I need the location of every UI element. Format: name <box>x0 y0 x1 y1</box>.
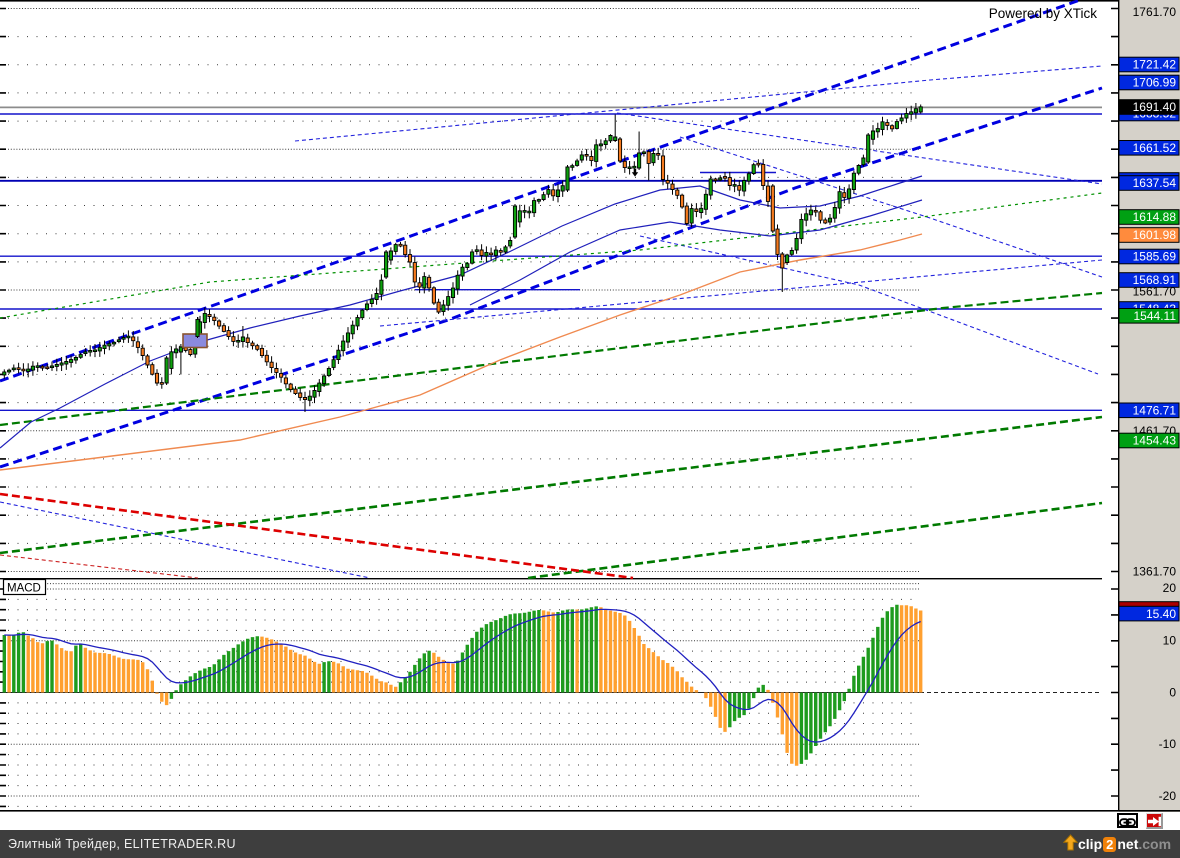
svg-text:20: 20 <box>1163 581 1177 595</box>
svg-text:1585.69: 1585.69 <box>1133 250 1177 264</box>
svg-text:1706.99: 1706.99 <box>1133 76 1177 90</box>
svg-text:1361.70: 1361.70 <box>1133 565 1177 579</box>
svg-text:1661.52: 1661.52 <box>1133 141 1177 155</box>
svg-text:1761.70: 1761.70 <box>1133 5 1177 19</box>
svg-text:1476.71: 1476.71 <box>1133 404 1177 418</box>
svg-text:1561.70: 1561.70 <box>1133 285 1177 299</box>
svg-text:1721.42: 1721.42 <box>1133 58 1177 72</box>
svg-text:10: 10 <box>1163 633 1177 647</box>
svg-text:15.40: 15.40 <box>1146 607 1176 621</box>
svg-text:0: 0 <box>1169 686 1176 700</box>
svg-text:-10: -10 <box>1159 737 1177 751</box>
svg-text:MACD: MACD <box>7 583 41 595</box>
svg-text:1568.91: 1568.91 <box>1133 273 1177 287</box>
svg-text:1691.40: 1691.40 <box>1133 100 1177 114</box>
svg-text:1454.43: 1454.43 <box>1133 434 1177 448</box>
svg-text:1614.88: 1614.88 <box>1133 210 1177 224</box>
svg-text:-20: -20 <box>1159 789 1177 803</box>
svg-text:1637.54: 1637.54 <box>1133 176 1177 190</box>
svg-text:Powered by XTick: Powered by XTick <box>989 6 1098 21</box>
svg-text:1601.98: 1601.98 <box>1133 228 1177 242</box>
svg-text:1544.11: 1544.11 <box>1134 309 1177 323</box>
